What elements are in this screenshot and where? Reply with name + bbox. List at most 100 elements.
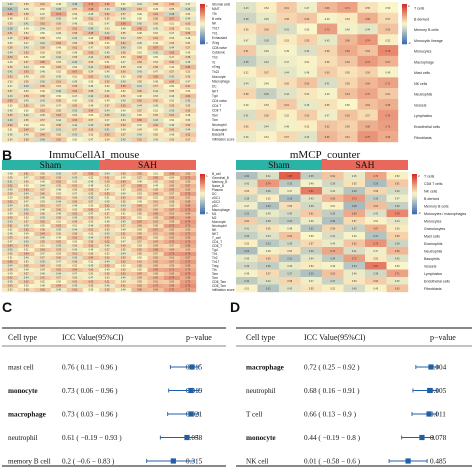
heatmap-cell xyxy=(50,204,67,209)
heatmap-cell-value: 0.52 xyxy=(72,66,77,69)
color-scale-step xyxy=(402,42,407,45)
heatmap-cell xyxy=(377,120,399,132)
heatmap-row-label: CD8_Tem xyxy=(212,280,227,284)
heatmap-cell xyxy=(50,98,67,104)
heatmap-cell xyxy=(18,260,35,265)
heatmap-b2-title: mMCP_counter xyxy=(290,149,361,161)
heatmap-cell xyxy=(18,200,35,205)
heatmap-cell xyxy=(115,84,132,90)
heatmap-cell xyxy=(131,50,148,56)
heatmap-cell xyxy=(337,55,358,67)
heatmap-cell xyxy=(115,40,132,46)
heatmap-cell-value: 0.60 xyxy=(266,257,271,260)
heatmap-cell xyxy=(18,26,35,32)
heatmap-cell-value: 0.43 xyxy=(72,37,77,40)
color-scale-step xyxy=(412,204,417,207)
heatmap-cell-value: 0.44 xyxy=(56,119,61,122)
forest-row-p: 0.485 xyxy=(430,458,447,466)
heatmap-cell xyxy=(34,6,51,12)
heatmap-cell xyxy=(179,280,197,285)
heatmap-cell-value: 0.42 xyxy=(153,51,158,54)
heatmap-cell-value: 0.38 xyxy=(8,27,13,30)
heatmap-cell xyxy=(99,45,116,51)
heatmap-cell xyxy=(2,264,19,269)
heatmap-cell-value: 0.35 xyxy=(373,197,378,200)
heatmap-cell xyxy=(276,109,297,121)
heatmap-cell xyxy=(337,12,358,24)
heatmap-cell xyxy=(66,220,84,225)
heatmap-cell-value: 0.56 xyxy=(72,197,77,200)
heatmap-cell-value: 0.40 xyxy=(395,190,400,193)
forest-point-estimate xyxy=(184,434,190,441)
heatmap-cell xyxy=(163,69,181,75)
heatmap-cell-value: 0.63 xyxy=(169,197,174,200)
heatmap-row-label: CD8 T cells xyxy=(424,182,443,186)
heatmap-cell xyxy=(276,45,297,57)
heatmap-cell-value: 0.62 xyxy=(105,241,110,244)
heatmap-cell xyxy=(115,176,132,181)
group-bar-sah xyxy=(99,160,196,170)
heatmap-cell xyxy=(50,21,67,27)
heatmap-cell xyxy=(179,132,197,138)
heatmap-cell-value: 0.50 xyxy=(24,285,29,288)
heatmap-cell xyxy=(276,66,297,78)
heatmap-cell-value: 0.45 xyxy=(56,229,61,232)
heatmap-cell xyxy=(2,188,19,193)
heatmap-cell xyxy=(18,21,35,27)
heatmap-cell-value: 0.30 xyxy=(309,272,314,275)
heatmap-cell-value: 0.63 xyxy=(56,181,61,184)
heatmap-cell-value: 0.60 xyxy=(325,72,330,75)
heatmap-cell xyxy=(256,55,277,67)
heatmap-cell xyxy=(131,176,148,181)
heatmap-cell xyxy=(115,180,132,185)
heatmap-row-label: Th22 xyxy=(212,70,219,74)
heatmap-cell xyxy=(257,232,280,240)
heatmap-cell-value: 0.53 xyxy=(264,104,269,107)
heatmap-row-label: T_cell xyxy=(212,236,221,240)
heatmap-cell xyxy=(131,208,148,213)
heatmap-cell-value: 0.62 xyxy=(186,229,191,232)
color-scale-step xyxy=(200,6,205,9)
heatmap-cell xyxy=(179,122,197,128)
heatmap-cell-value: 0.44 xyxy=(56,273,61,276)
heatmap-cell xyxy=(317,120,338,132)
heatmap-cell xyxy=(163,93,181,99)
heatmap-cell-value: 0.49 xyxy=(89,37,94,40)
heatmap-cell-value: 0.63 xyxy=(186,189,191,192)
heatmap-cell xyxy=(147,200,164,205)
heatmap-cell xyxy=(147,79,164,85)
heatmap-cell-value: 0.65 xyxy=(8,261,13,264)
heatmap-cell xyxy=(82,127,100,133)
heatmap-cell xyxy=(115,248,132,253)
heatmap-cell-value: 0.78 xyxy=(386,50,391,53)
heatmap-row-label: Mast cells xyxy=(424,234,440,238)
heatmap-cell xyxy=(2,220,19,225)
header-cell-type: Cell type xyxy=(246,333,276,342)
heatmap-cell xyxy=(179,74,197,80)
heatmap-cell-value: 0.58 xyxy=(325,50,330,53)
heatmap-cell-value: 0.61 xyxy=(24,105,29,108)
heatmap-cell-value: 0.53 xyxy=(40,51,45,54)
heatmap-cell xyxy=(66,200,84,205)
heatmap-cell xyxy=(163,224,181,229)
heatmap-cell-value: 0.58 xyxy=(40,229,45,232)
heatmap-cell xyxy=(99,59,116,65)
heatmap-cell-value: 0.59 xyxy=(89,217,94,220)
color-scale-step xyxy=(200,40,205,43)
heatmap-cell xyxy=(66,216,84,221)
heatmap-row-label: Lymphatics xyxy=(414,114,432,118)
heatmap-cell-value: 0.58 xyxy=(153,189,158,192)
heatmap-cell-value: 0.59 xyxy=(24,95,29,98)
heatmap-cell xyxy=(99,40,116,46)
heatmap-cell xyxy=(279,217,301,225)
heatmap-cell xyxy=(82,69,100,75)
header-icc: ICC Value(95%CI) xyxy=(304,333,366,342)
heatmap-cell-value: 0.43 xyxy=(8,95,13,98)
heatmap-cell-value: 0.52 xyxy=(105,253,110,256)
heatmap-cell-value: 0.58 xyxy=(153,217,158,220)
heatmap-cell-value: 0.61 xyxy=(105,95,110,98)
heatmap-cell-value: 0.62 xyxy=(24,37,29,40)
heatmap-cell xyxy=(343,202,366,210)
heatmap-cell xyxy=(236,109,257,121)
heatmap-cell-value: 0.57 xyxy=(169,71,174,74)
